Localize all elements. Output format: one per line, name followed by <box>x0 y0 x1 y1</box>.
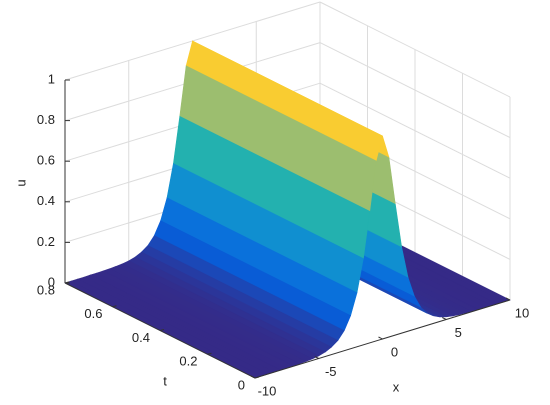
t-tick-label: 0 <box>238 377 245 392</box>
u-axis-label: u <box>13 179 28 186</box>
tick-mark <box>378 336 383 340</box>
tick-mark <box>254 376 260 379</box>
t-axis-label: t <box>163 373 167 388</box>
tick-mark <box>250 375 256 379</box>
u-tick-label: 1 <box>48 71 55 86</box>
tick-mark <box>207 352 212 355</box>
x-tick-label: 10 <box>515 305 529 320</box>
x-axis-label: x <box>393 379 400 394</box>
tick-mark <box>112 305 117 308</box>
tick-mark <box>505 297 511 301</box>
x-tick-label: -10 <box>258 383 277 398</box>
tick-mark <box>159 329 165 331</box>
t-tick-label: 0.8 <box>37 282 55 297</box>
t-tick-label: 0.4 <box>132 330 150 345</box>
u-tick-label: 0.6 <box>37 153 55 168</box>
x-tick-label: 5 <box>455 325 462 340</box>
tick-mark <box>442 317 447 320</box>
u-tick-label: 0 <box>48 274 55 289</box>
t-tick-label: 0.6 <box>84 306 102 321</box>
tick-mark <box>314 356 319 359</box>
t-tick-label: 0.2 <box>179 354 197 369</box>
tick-mark <box>64 281 70 284</box>
u-tick-label: 0.8 <box>37 112 55 127</box>
x-tick-label: -5 <box>325 364 337 379</box>
x-tick-label: 0 <box>391 344 398 359</box>
u-tick-label: 0.2 <box>37 234 55 249</box>
u-tick-label: 0.4 <box>37 193 55 208</box>
